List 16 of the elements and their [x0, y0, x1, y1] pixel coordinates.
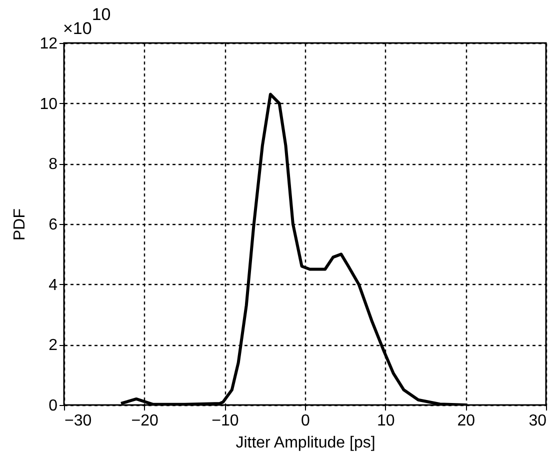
y-tick-label: 8 — [48, 156, 58, 174]
y-tick-label: 2 — [48, 337, 58, 354]
x-tick-label: 20 — [457, 412, 476, 430]
y-tick-label: 10 — [40, 96, 58, 113]
x-tick-label: 30 — [528, 412, 547, 430]
y-tick-label: 0 — [48, 398, 58, 414]
x-tick-label: −30 — [64, 412, 92, 430]
x-tick-label: −10 — [212, 412, 239, 430]
y-tick-label: 6 — [48, 216, 58, 234]
y-tick-label: 12 — [40, 36, 58, 52]
y-axis-title: PDF — [12, 208, 29, 240]
x-tick-label: 10 — [376, 412, 395, 430]
x-axis-title: Jitter Amplitude [ps] — [236, 434, 376, 452]
x-tick-label: −20 — [131, 412, 159, 430]
x-tick-label: 0 — [301, 412, 310, 430]
y-tick-label: 4 — [48, 276, 58, 294]
